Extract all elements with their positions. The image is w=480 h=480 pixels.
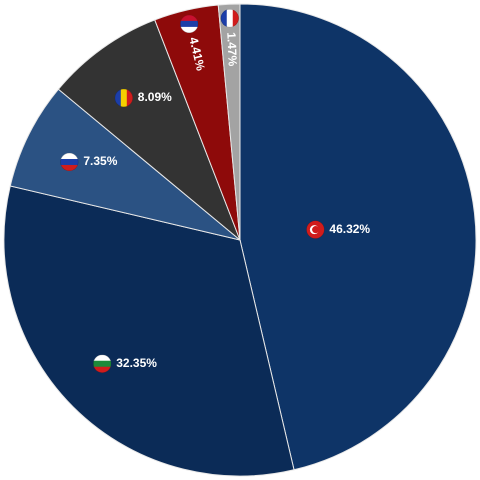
flag-icon	[114, 88, 133, 107]
flag-icon	[180, 14, 199, 33]
data-label: 7.35%	[83, 154, 117, 168]
pie-slice	[217, 3, 241, 241]
pie-slice	[57, 19, 242, 242]
flag-icon	[93, 354, 112, 373]
flag-icon	[60, 152, 79, 171]
pie-slice	[3, 185, 295, 477]
data-label: 46.32%	[329, 222, 370, 236]
data-label: 1.47%	[224, 32, 240, 67]
pie-slice	[239, 3, 477, 471]
data-label: 8.09%	[138, 90, 172, 104]
data-label: 32.35%	[116, 356, 157, 370]
flag-icon	[306, 220, 325, 239]
pie-slice	[9, 88, 241, 241]
flag-icon	[220, 9, 239, 28]
